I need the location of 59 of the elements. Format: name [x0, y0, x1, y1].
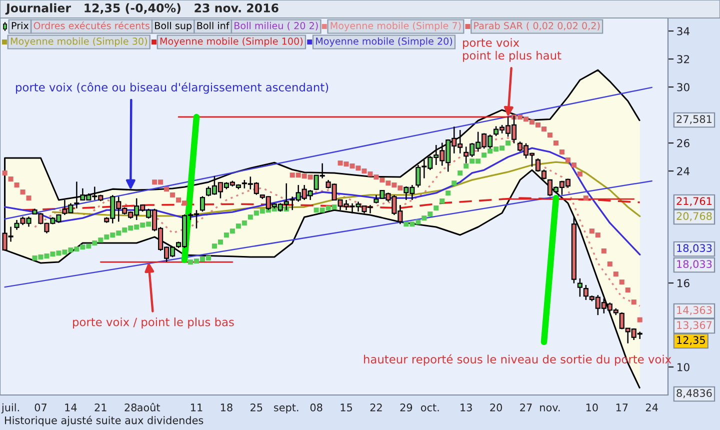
- y-tick-label: 34: [677, 27, 690, 36]
- text: 12,35: [677, 336, 705, 346]
- y-tick-label: 26: [677, 139, 690, 148]
- x-tick-label: 13: [460, 404, 472, 412]
- chart-title: Journalier 12,35 (-0,40%) 23 nov. 2016: [5, 3, 278, 15]
- x-tick-label: 20: [490, 404, 502, 412]
- x-tick-label: sept.: [274, 404, 298, 414]
- annotation: Boll inf: [197, 22, 230, 30]
- line-series: [4, 147, 641, 256]
- x-tick-label: 25: [250, 404, 262, 412]
- y-tick-label: 30: [677, 83, 690, 92]
- x-tick-label: 21: [94, 404, 106, 412]
- line-series: [22, 197, 641, 211]
- x-tick-label: 24: [646, 404, 658, 412]
- legend-label: Moyenne mobile (Simple 30): [10, 37, 147, 47]
- line-series: [34, 137, 641, 307]
- x-tick-label: oct.: [420, 404, 439, 412]
- legend-label: Moyenne mobile (Simple 20): [316, 37, 452, 47]
- x-tick-label: 15: [340, 404, 352, 412]
- text: 21,761: [676, 197, 712, 206]
- legend-label: Parab SAR ( 0,02 0,02 0,2): [474, 22, 600, 30]
- text: 18,033: [677, 260, 712, 270]
- candlestick: [200, 196, 206, 212]
- x-tick-label: 14: [65, 404, 77, 412]
- x-tick-label: 27: [520, 404, 532, 412]
- text: Historique ajusté suite aux dividendes: [5, 416, 204, 426]
- x-tick-label: nov.: [540, 405, 560, 412]
- annotation: porte voix / point le plus bas: [73, 317, 234, 329]
- text: 18,033: [677, 244, 712, 254]
- x-tick-label: 17: [616, 404, 628, 412]
- text: 13,367: [677, 321, 712, 330]
- x-tick-label: 07: [34, 404, 46, 412]
- x-tick-label: 08: [310, 404, 322, 412]
- annotation: porte voix point le plus haut: [463, 38, 562, 62]
- x-tick-label: 10: [586, 404, 598, 412]
- annotation: Boll sup: [155, 22, 192, 32]
- legend-label: Moyenne mobile (Simple 100): [160, 37, 303, 47]
- y-tick-label: 32: [677, 55, 690, 64]
- y-tick-label: 10: [678, 363, 690, 372]
- text: 27,581: [676, 115, 712, 124]
- x-tick-label: juil.: [1, 403, 19, 414]
- text: 14,363: [677, 306, 712, 316]
- x-tick-label: 22: [370, 404, 382, 412]
- candlestick: [74, 181, 80, 210]
- y-tick-label: 24: [677, 167, 690, 176]
- x-tick-label: 29: [400, 404, 412, 412]
- y-tick-label: 16: [678, 279, 690, 288]
- x-tick-label: 28: [124, 404, 137, 412]
- annotation: Boll milieu ( 20 2): [234, 22, 318, 30]
- x-tick-label: 11: [191, 404, 202, 412]
- annotation: porte voix (cône ou biseau d'élargissement ascendant): [16, 82, 328, 94]
- legend-label: Moyenne mobile (Simple 7): [330, 22, 461, 32]
- candlestick: [577, 278, 582, 298]
- legend-label: Prix: [12, 22, 29, 30]
- x-tick-label: août: [137, 402, 160, 412]
- text: 8,4836: [676, 389, 712, 398]
- annotation: Ordres exécutés récents: [34, 21, 150, 30]
- x-tick-label: 18: [220, 404, 232, 412]
- text: 20,768: [676, 212, 712, 222]
